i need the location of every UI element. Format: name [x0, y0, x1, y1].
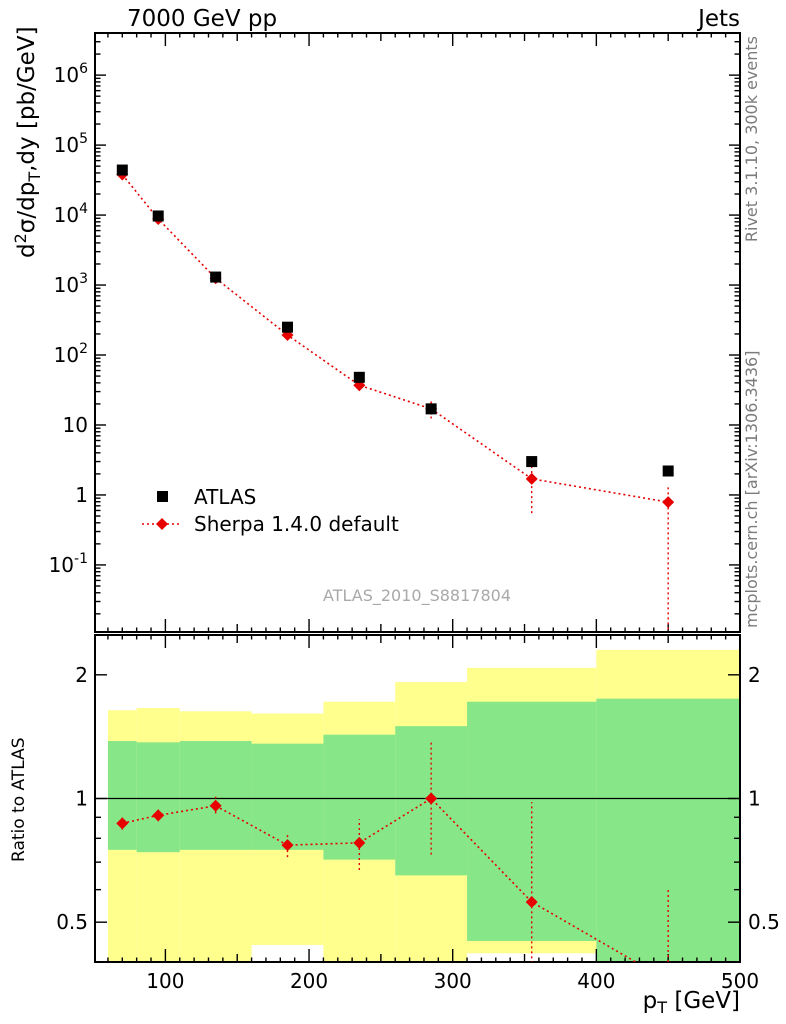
legend-item-atlas: ATLAS — [140, 483, 399, 510]
ratio-tick-label-left: 2 — [75, 663, 88, 687]
atlas-marker — [425, 403, 437, 415]
top-panel-frame — [94, 32, 741, 633]
ratio-axis-title: Ratio to ATLAS — [9, 738, 29, 863]
legend: ATLAS Sherpa 1.4.0 default — [140, 483, 399, 537]
x-tick-label: 200 — [290, 969, 328, 993]
green-band-segment — [596, 698, 740, 962]
atlas-marker — [281, 321, 293, 333]
atlas-marker — [662, 465, 674, 477]
ratio-marker — [152, 809, 165, 822]
title-process: Jets — [696, 6, 740, 32]
atlas-marker — [353, 371, 365, 383]
x-tick-label: 500 — [721, 969, 759, 993]
green-band-segment — [179, 741, 252, 850]
tick-marks — [95, 32, 741, 963]
legend-label-atlas: ATLAS — [194, 484, 257, 509]
y-tick-label: 106 — [54, 61, 88, 87]
y-tick-label: 104 — [54, 201, 88, 227]
ratio-marker — [662, 975, 674, 987]
y-axis-title: d2σ/dpT,dy [pb/GeV] — [11, 26, 44, 258]
x-tick-label: 100 — [146, 969, 184, 993]
y-tick-label: 102 — [54, 341, 88, 367]
y-tick-label: 10 — [63, 413, 88, 437]
ratio-tick-label-right: 0.5 — [748, 910, 780, 934]
title-beam-energy: 7000 GeV pp — [127, 6, 277, 32]
red-diamond-dotted-line-icon — [142, 517, 182, 530]
atlas-marker — [152, 210, 164, 222]
ratio-tick-label-right: 1 — [748, 787, 761, 811]
analysis-watermark: ATLAS_2010_S8817804 — [323, 586, 511, 606]
atlas-legend-marker — [140, 491, 184, 502]
legend-label-sherpa: Sherpa 1.4.0 default — [194, 511, 399, 536]
ratio-panel-series — [116, 742, 674, 987]
ratio-marker — [209, 799, 222, 812]
green-band-segment — [136, 742, 180, 853]
atlas-marker — [116, 164, 128, 176]
y-tick-label: 103 — [54, 271, 88, 297]
top-panel-series — [116, 164, 675, 630]
ratio-tick-label-right: 2 — [748, 663, 761, 687]
ratio-tick-label-left: 0.5 — [56, 910, 88, 934]
ratio-tick-label-left: 1 — [75, 787, 88, 811]
ratio-marker — [281, 839, 294, 852]
green-band-segment — [251, 743, 324, 850]
y-tick-label: 105 — [54, 131, 88, 157]
atlas-marker — [526, 456, 538, 468]
chart-render-layer: 10-1 1 10 102 103 104 105 106 0.5 0.5 1 1 2 2 100 200 30… — [49, 32, 780, 993]
x-tick-label: 300 — [434, 969, 472, 993]
y-tick-label: 1 — [75, 483, 88, 507]
ratio-marker — [525, 895, 538, 908]
sherpa-marker — [662, 496, 675, 509]
atlas-marker — [210, 271, 222, 283]
rivet-version-label: Rivet 3.1.10, 300k events — [742, 36, 761, 242]
y-tick-label: 10-1 — [49, 551, 88, 577]
ratio-uncertainty-bands — [107, 649, 740, 962]
x-axis-title: pT [GeV] — [643, 988, 740, 1017]
mcplots-credit-label: mcplots.cern.ch [arXiv:1306.3436] — [742, 351, 761, 628]
sherpa-marker — [525, 472, 538, 485]
ratio-line — [122, 797, 638, 962]
ratio-marker — [425, 792, 438, 805]
sherpa-legend-marker — [140, 517, 184, 531]
x-tick-label: 400 — [577, 969, 615, 993]
ratio-marker — [116, 817, 129, 830]
black-square-icon — [156, 491, 168, 502]
sherpa-line — [121, 173, 669, 503]
legend-item-sherpa: Sherpa 1.4.0 default — [140, 510, 399, 537]
green-band-segment — [107, 741, 137, 850]
tick-labels: 10-1 1 10 102 103 104 105 106 0.5 0.5 1 1 2 2 100 200 30… — [49, 61, 780, 993]
ratio-marker — [353, 836, 366, 849]
